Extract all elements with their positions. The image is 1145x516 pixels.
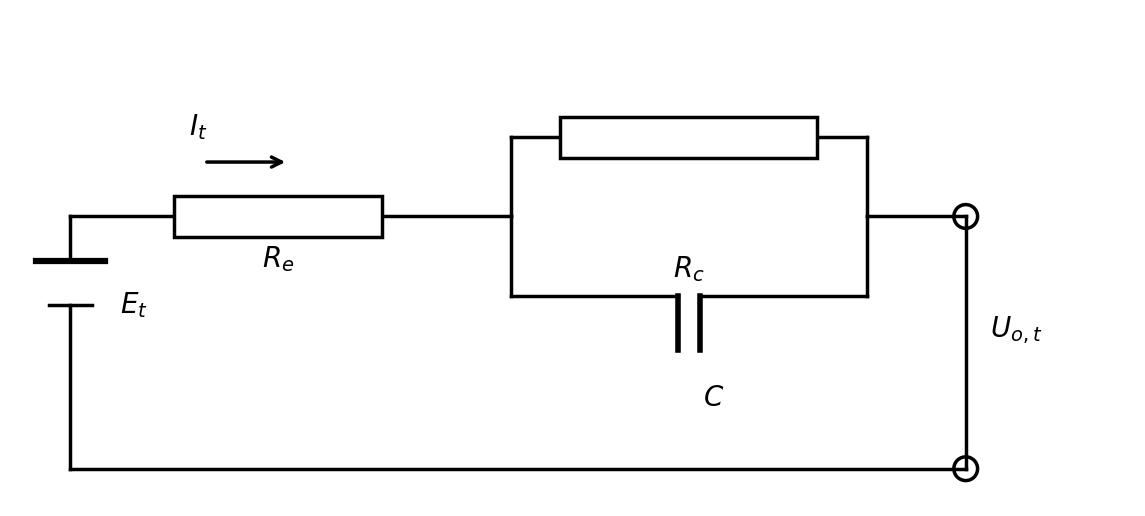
Bar [560, 117, 818, 158]
Bar [174, 196, 382, 237]
Text: $I_t$: $I_t$ [189, 112, 207, 142]
Text: $R_c$: $R_c$ [673, 254, 704, 284]
Text: $U_{o,t}$: $U_{o,t}$ [990, 314, 1043, 346]
Text: $R_e$: $R_e$ [262, 244, 294, 274]
Text: $E_t$: $E_t$ [120, 291, 148, 320]
Text: $C$: $C$ [703, 384, 724, 412]
